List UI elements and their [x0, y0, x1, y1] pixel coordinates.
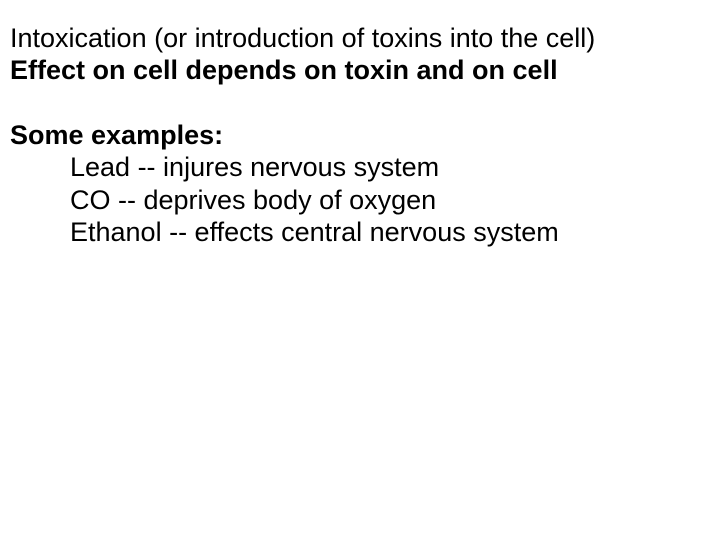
- title-line-2: Effect on cell depends on toxin and on c…: [10, 54, 710, 86]
- example-item: Lead -- injures nervous system: [10, 151, 710, 183]
- examples-heading: Some examples:: [10, 119, 710, 151]
- title-line-1: Intoxication (or introduction of toxins …: [10, 22, 710, 54]
- spacer: [10, 87, 710, 119]
- slide: Intoxication (or introduction of toxins …: [0, 0, 720, 540]
- example-item: Ethanol -- effects central nervous syste…: [10, 216, 710, 248]
- example-item: CO -- deprives body of oxygen: [10, 184, 710, 216]
